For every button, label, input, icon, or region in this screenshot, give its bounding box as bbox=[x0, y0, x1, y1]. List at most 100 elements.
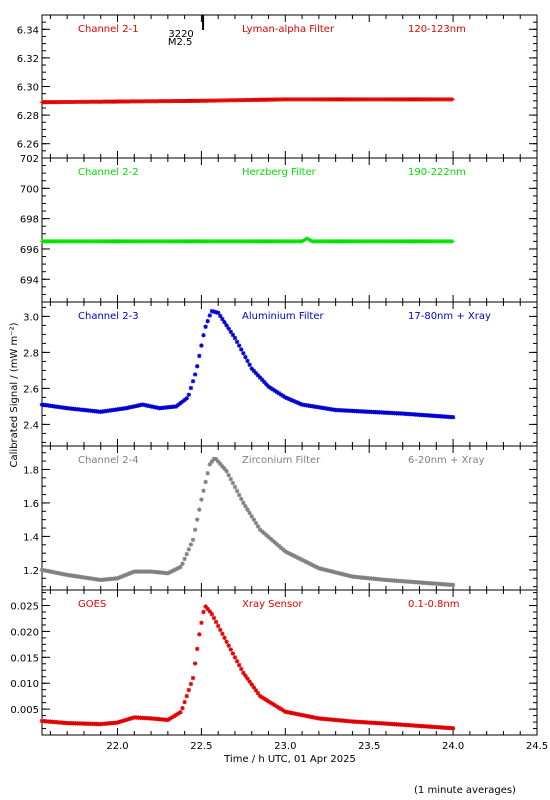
data-point bbox=[266, 699, 271, 704]
data-point bbox=[236, 492, 242, 498]
data-point bbox=[247, 679, 252, 684]
data-point bbox=[186, 547, 192, 552]
data-point bbox=[276, 543, 282, 549]
data-point bbox=[270, 387, 275, 392]
data-point bbox=[316, 566, 322, 571]
panel-frame bbox=[41, 589, 538, 736]
data-point bbox=[245, 507, 250, 512]
data-point bbox=[213, 619, 219, 625]
data-point bbox=[184, 551, 189, 557]
data-point bbox=[341, 572, 347, 577]
data-point bbox=[270, 701, 275, 707]
data-point bbox=[239, 347, 244, 352]
data-point bbox=[224, 639, 229, 644]
data-point bbox=[301, 558, 307, 564]
data-point bbox=[201, 333, 206, 338]
data-point bbox=[291, 553, 296, 558]
data-point bbox=[119, 719, 124, 724]
data-point bbox=[125, 571, 131, 577]
data-point bbox=[230, 480, 236, 486]
x-tick-label: 23.0 bbox=[274, 741, 296, 752]
y-tick-label: 0.010 bbox=[10, 679, 39, 690]
data-point bbox=[115, 720, 120, 725]
x-tick-label: 24.0 bbox=[442, 741, 464, 752]
data-point bbox=[190, 675, 196, 681]
data-point bbox=[260, 695, 265, 700]
data-point bbox=[234, 659, 240, 664]
data-point bbox=[266, 384, 271, 389]
data-point bbox=[262, 531, 267, 536]
data-point bbox=[180, 705, 185, 711]
x-tick-label: 23.5 bbox=[358, 741, 380, 752]
data-point bbox=[314, 564, 319, 570]
data-point bbox=[178, 564, 183, 570]
channel-label: Channel 2-2 bbox=[78, 167, 139, 178]
data-point bbox=[220, 464, 225, 469]
data-point bbox=[176, 565, 181, 571]
data-point bbox=[272, 540, 278, 545]
data-point bbox=[232, 484, 238, 490]
data-point bbox=[226, 643, 231, 648]
data-point bbox=[297, 556, 303, 562]
data-point bbox=[266, 534, 271, 540]
data-point bbox=[188, 681, 194, 687]
band-label: 190-222nm bbox=[408, 167, 466, 178]
y-tick-label: 6.26 bbox=[17, 140, 39, 151]
y-tick-label: 696 bbox=[20, 245, 39, 256]
y-tick-label: 694 bbox=[20, 275, 39, 286]
data-point bbox=[278, 392, 284, 397]
data-point bbox=[253, 688, 259, 693]
data-point bbox=[174, 712, 179, 718]
data-point bbox=[293, 554, 298, 559]
data-point bbox=[331, 569, 336, 575]
data-point bbox=[285, 396, 290, 401]
data-point bbox=[180, 561, 185, 566]
data-point bbox=[228, 329, 233, 334]
data-point bbox=[234, 488, 240, 494]
data-point bbox=[226, 326, 231, 331]
data-point bbox=[186, 687, 192, 693]
data-point bbox=[268, 700, 273, 705]
data-point bbox=[224, 468, 229, 474]
data-point bbox=[249, 366, 254, 371]
band-label: 17-80nm + Xray bbox=[408, 311, 491, 322]
data-point bbox=[190, 379, 196, 384]
data-point bbox=[348, 573, 353, 579]
data-point bbox=[174, 404, 179, 409]
data-point bbox=[295, 555, 301, 560]
data-point bbox=[289, 552, 294, 557]
y-tick-label: 698 bbox=[20, 215, 39, 226]
data-point bbox=[220, 316, 225, 322]
data-point bbox=[337, 571, 343, 576]
data-point bbox=[312, 563, 317, 569]
data-point bbox=[195, 517, 200, 522]
data-point bbox=[211, 615, 217, 621]
data-point bbox=[278, 545, 284, 551]
data-point bbox=[125, 717, 131, 722]
data-point bbox=[197, 353, 202, 359]
data-point bbox=[272, 388, 278, 393]
series-points bbox=[39, 604, 456, 731]
x-axis: 22.0 22.5 23.0 23.5 24.0 24.5 bbox=[106, 741, 548, 752]
y-tick-label: 3.0 bbox=[23, 312, 39, 323]
data-point bbox=[241, 500, 246, 506]
data-point bbox=[199, 620, 204, 625]
data-point bbox=[253, 520, 259, 526]
data-point bbox=[318, 566, 324, 571]
data-point bbox=[205, 318, 210, 324]
event-marker-number: 3220 bbox=[168, 29, 193, 40]
data-point bbox=[247, 510, 252, 516]
y-tick-label: 0.020 bbox=[10, 627, 39, 638]
data-point bbox=[264, 697, 269, 703]
data-point bbox=[174, 566, 179, 572]
data-point bbox=[215, 310, 221, 315]
data-point bbox=[283, 549, 288, 554]
series-points bbox=[39, 456, 456, 588]
data-point bbox=[236, 343, 242, 348]
data-point bbox=[245, 676, 250, 681]
data-point bbox=[283, 395, 288, 400]
data-point bbox=[192, 372, 198, 377]
y-tick-label: 702 bbox=[20, 154, 39, 165]
data-point bbox=[205, 606, 210, 612]
